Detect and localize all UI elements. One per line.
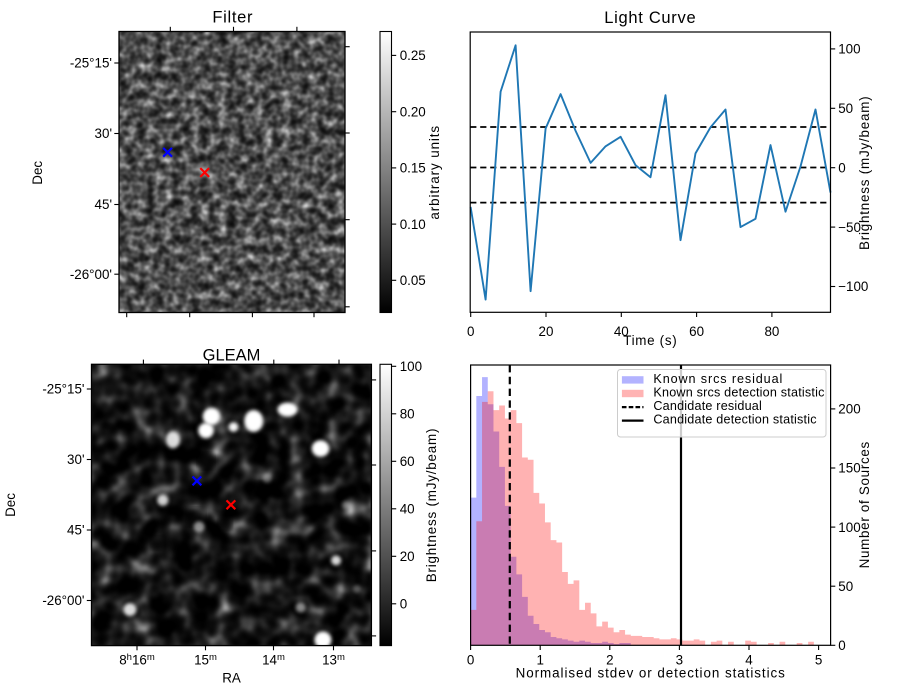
svg-text:200: 200 [838,402,860,417]
svg-text:20: 20 [400,549,415,564]
svg-text:5: 5 [815,652,822,667]
svg-text:50: 50 [838,579,853,594]
svg-text:arbitrary units: arbitrary units [427,125,442,220]
svg-text:40: 40 [400,502,415,517]
svg-text:Brightness (mJy/beam): Brightness (mJy/beam) [424,428,439,582]
svg-text:Light Curve: Light Curve [604,9,696,27]
svg-text:-25°15': -25°15' [70,56,112,71]
svg-text:0.20: 0.20 [400,104,426,119]
svg-text:1: 1 [536,652,543,667]
svg-text:Known srcs residual: Known srcs residual [653,372,783,386]
svg-text:0.05: 0.05 [400,273,426,288]
svg-text:30': 30' [95,126,112,141]
svg-text:Dec: Dec [30,161,45,185]
svg-text:80: 80 [400,407,415,422]
svg-text:Dec: Dec [3,493,18,517]
svg-text:0.25: 0.25 [400,48,426,63]
svg-text:60: 60 [400,454,415,469]
svg-text:0.10: 0.10 [400,217,426,232]
svg-text:100: 100 [838,520,860,535]
svg-text:0: 0 [838,638,845,653]
svg-text:150: 150 [838,461,860,476]
svg-text:Normalised stdev or detection: Normalised stdev or detection statistics [516,665,786,680]
svg-text:0.15: 0.15 [400,161,426,176]
svg-text:Brightness (mJy/beam): Brightness (mJy/beam) [857,96,872,250]
svg-text:Time (s): Time (s) [623,333,677,348]
svg-text:Candidate residual: Candidate residual [653,399,762,413]
svg-text:45': 45' [67,523,84,538]
svg-text:RA: RA [222,671,241,686]
svg-text:Number of Sources: Number of Sources [857,441,872,568]
svg-text:40: 40 [614,324,629,339]
svg-text:Known srcs detection statistic: Known srcs detection statistic [653,386,824,400]
svg-text:50: 50 [838,101,853,116]
svg-text:3: 3 [676,652,683,667]
svg-text:2: 2 [606,652,613,667]
svg-text:4: 4 [745,652,753,667]
svg-text:80: 80 [764,324,779,339]
svg-text:45': 45' [95,197,112,212]
svg-text:−100: −100 [838,279,868,294]
svg-text:0: 0 [467,324,474,339]
svg-text:20: 20 [539,324,554,339]
svg-text:60: 60 [689,324,704,339]
svg-text:-25°15': -25°15' [42,382,84,397]
svg-text:GLEAM: GLEAM [203,347,261,365]
svg-text:Filter: Filter [212,9,253,27]
svg-text:0: 0 [400,597,407,612]
svg-text:100: 100 [400,359,422,374]
svg-text:-26°00': -26°00' [42,593,84,608]
svg-text:30': 30' [67,452,84,467]
svg-text:−50: −50 [838,220,861,235]
svg-text:0: 0 [838,160,845,175]
svg-text:-26°00': -26°00' [70,267,112,282]
svg-text:Candidate detection statistic: Candidate detection statistic [653,413,816,427]
svg-text:0: 0 [467,652,474,667]
svg-text:100: 100 [838,42,860,57]
